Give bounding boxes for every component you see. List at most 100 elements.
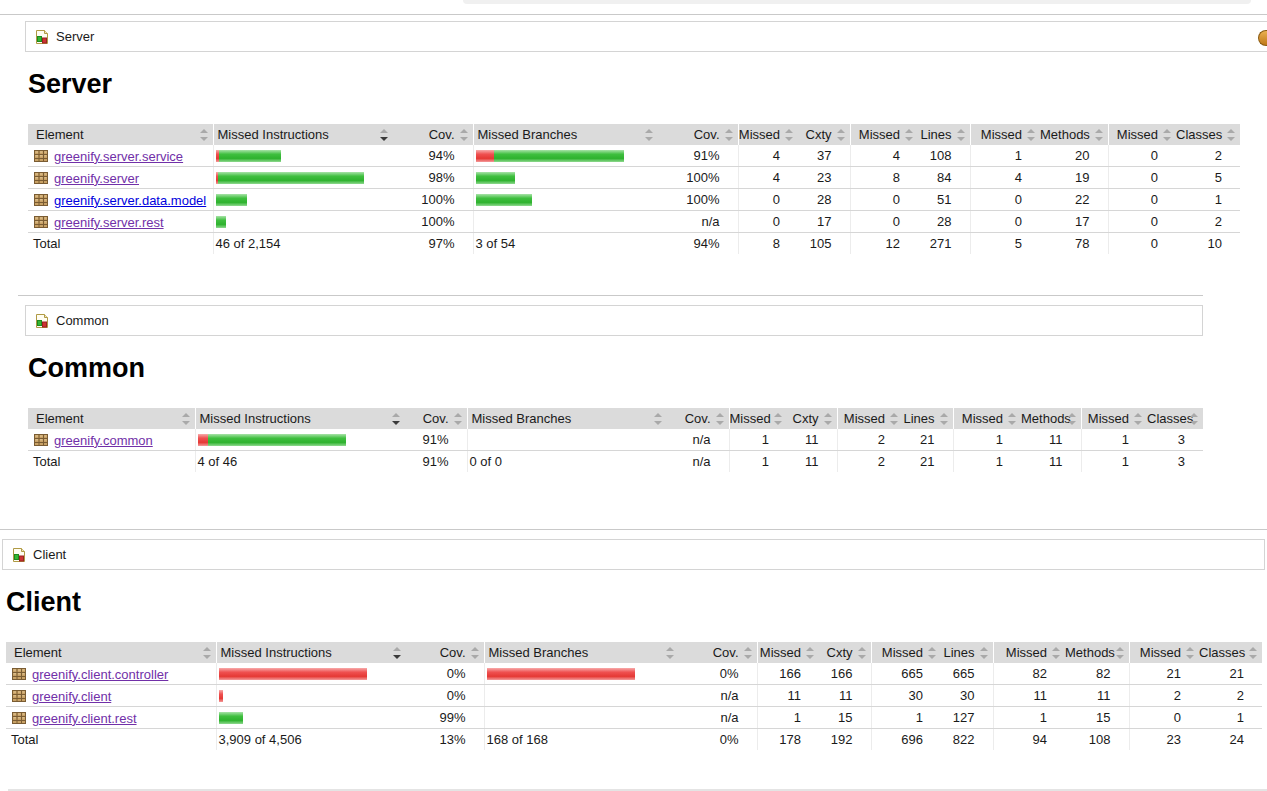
counter-cell: 21 bbox=[903, 429, 953, 451]
column-header-missed[interactable]: Missed bbox=[953, 408, 1021, 429]
sort-icon bbox=[1095, 129, 1103, 141]
counter-cell: 2 bbox=[837, 429, 903, 451]
branch-coverage-cell: n/a bbox=[667, 429, 729, 451]
column-header-methods[interactable]: Methods bbox=[1021, 408, 1081, 429]
column-header-label: Cxty bbox=[827, 645, 853, 660]
section-divider bbox=[18, 295, 1203, 296]
counter-cell: 22 bbox=[1040, 189, 1108, 211]
column-header-lines[interactable]: Lines bbox=[918, 124, 970, 145]
column-header-element[interactable]: Element bbox=[6, 642, 216, 663]
package-link[interactable]: greenify.server.data.model bbox=[54, 193, 206, 208]
sort-icon bbox=[890, 413, 898, 425]
sort-icon bbox=[460, 129, 468, 141]
total-branches-cell: 3 of 54 bbox=[473, 233, 658, 255]
column-header-cov-[interactable]: Cov. bbox=[658, 124, 738, 145]
counter-cell: 21 bbox=[1199, 663, 1262, 685]
package-link[interactable]: greenify.server.service bbox=[54, 149, 183, 164]
instruction-coverage-cell: 100% bbox=[393, 211, 473, 233]
header-row: ElementMissed InstructionsCov.Missed Bra… bbox=[28, 124, 1240, 145]
sort-icon bbox=[837, 129, 845, 141]
missed-branches-bar-cell bbox=[484, 663, 679, 685]
session-icon-fragment[interactable] bbox=[1258, 30, 1267, 46]
column-header-classes[interactable]: Classes bbox=[1147, 408, 1203, 429]
column-header-missed[interactable]: Missed bbox=[738, 124, 798, 145]
package-link[interactable]: greenify.server bbox=[54, 171, 139, 186]
total-label-cell: Total bbox=[28, 233, 213, 255]
coverage-report: ServerServerElementMissed InstructionsCo… bbox=[0, 14, 1267, 750]
total-counter-cell: 271 bbox=[918, 233, 970, 255]
column-header-missed[interactable]: Missed bbox=[757, 642, 819, 663]
column-header-missed-branches[interactable]: Missed Branches bbox=[484, 642, 679, 663]
column-header-missed[interactable]: Missed bbox=[850, 124, 918, 145]
column-header-classes[interactable]: Classes bbox=[1199, 642, 1262, 663]
package-icon bbox=[33, 192, 49, 208]
total-counter-cell: 108 bbox=[1065, 729, 1129, 751]
branch-coverage-cell: n/a bbox=[658, 211, 738, 233]
sort-icon bbox=[203, 647, 211, 659]
sort-icon bbox=[200, 129, 208, 141]
column-header-element[interactable]: Element bbox=[28, 124, 213, 145]
package-link[interactable]: greenify.common bbox=[54, 433, 153, 448]
column-header-missed[interactable]: Missed bbox=[729, 408, 787, 429]
column-header-cov-[interactable]: Cov. bbox=[405, 408, 467, 429]
column-header-classes[interactable]: Classes bbox=[1176, 124, 1240, 145]
total-branches-cell: 0 of 0 bbox=[467, 451, 667, 473]
column-header-methods[interactable]: Methods bbox=[1040, 124, 1108, 145]
column-header-lines[interactable]: Lines bbox=[941, 642, 993, 663]
counter-cell: 19 bbox=[1040, 167, 1108, 189]
counter-cell: 5 bbox=[1176, 167, 1240, 189]
total-branch-coverage-cell: n/a bbox=[667, 451, 729, 473]
counter-cell: 21 bbox=[1129, 663, 1199, 685]
column-header-lines[interactable]: Lines bbox=[903, 408, 953, 429]
sort-icon bbox=[785, 129, 793, 141]
sort-icon bbox=[666, 647, 674, 659]
missed-branches-bar-cell bbox=[473, 145, 658, 167]
missed-branches-bar-cell bbox=[484, 685, 679, 707]
counter-cell: 2 bbox=[1129, 685, 1199, 707]
column-header-cov-[interactable]: Cov. bbox=[406, 642, 484, 663]
element-cell: greenify.client bbox=[6, 685, 216, 707]
counter-cell: 1 bbox=[953, 429, 1021, 451]
package-link[interactable]: greenify.client bbox=[32, 689, 111, 704]
missed-branches-bar-cell bbox=[473, 211, 658, 233]
page-title: Server bbox=[28, 70, 1267, 98]
total-instructions-cell: 4 of 46 bbox=[195, 451, 405, 473]
package-link[interactable]: greenify.client.rest bbox=[32, 711, 137, 726]
column-header-missed-instructions[interactable]: Missed Instructions bbox=[213, 124, 393, 145]
column-header-missed[interactable]: Missed bbox=[837, 408, 903, 429]
branch-coverage-cell: 91% bbox=[658, 145, 738, 167]
column-header-missed[interactable]: Missed bbox=[1081, 408, 1147, 429]
total-label-cell: Total bbox=[28, 451, 195, 473]
column-header-cxty[interactable]: Cxty bbox=[787, 408, 837, 429]
table-row: greenify.client.rest99%n/a115112711501 bbox=[6, 707, 1262, 729]
counter-cell: 665 bbox=[941, 663, 993, 685]
column-header-missed-instructions[interactable]: Missed Instructions bbox=[216, 642, 406, 663]
package-link[interactable]: greenify.server.rest bbox=[54, 215, 164, 230]
column-header-cov-[interactable]: Cov. bbox=[679, 642, 757, 663]
column-header-missed[interactable]: Missed bbox=[1108, 124, 1176, 145]
column-header-missed-branches[interactable]: Missed Branches bbox=[473, 124, 658, 145]
column-header-label: Missed bbox=[739, 127, 780, 142]
column-header-missed[interactable]: Missed bbox=[871, 642, 941, 663]
package-link[interactable]: greenify.client.controller bbox=[32, 667, 168, 682]
sort-icon bbox=[454, 413, 462, 425]
total-branch-coverage-cell: 0% bbox=[679, 729, 757, 751]
coverage-table: ElementMissed InstructionsCov.Missed Bra… bbox=[28, 408, 1203, 472]
column-header-cxty[interactable]: Cxty bbox=[798, 124, 850, 145]
column-header-missed-instructions[interactable]: Missed Instructions bbox=[195, 408, 405, 429]
column-header-element[interactable]: Element bbox=[28, 408, 195, 429]
column-header-missed[interactable]: Missed bbox=[1129, 642, 1199, 663]
counter-cell: 11 bbox=[787, 429, 837, 451]
total-branch-coverage-cell: 94% bbox=[658, 233, 738, 255]
package-icon bbox=[33, 148, 49, 164]
column-header-methods[interactable]: Methods bbox=[1065, 642, 1129, 663]
column-header-cov-[interactable]: Cov. bbox=[393, 124, 473, 145]
counter-cell: 4 bbox=[850, 145, 918, 167]
column-header-cxty[interactable]: Cxty bbox=[819, 642, 871, 663]
column-header-cov-[interactable]: Cov. bbox=[667, 408, 729, 429]
column-header-missed[interactable]: Missed bbox=[970, 124, 1040, 145]
column-header-missed-branches[interactable]: Missed Branches bbox=[467, 408, 667, 429]
bar-green-segment bbox=[218, 172, 364, 184]
counter-cell: 28 bbox=[918, 211, 970, 233]
column-header-missed[interactable]: Missed bbox=[993, 642, 1065, 663]
